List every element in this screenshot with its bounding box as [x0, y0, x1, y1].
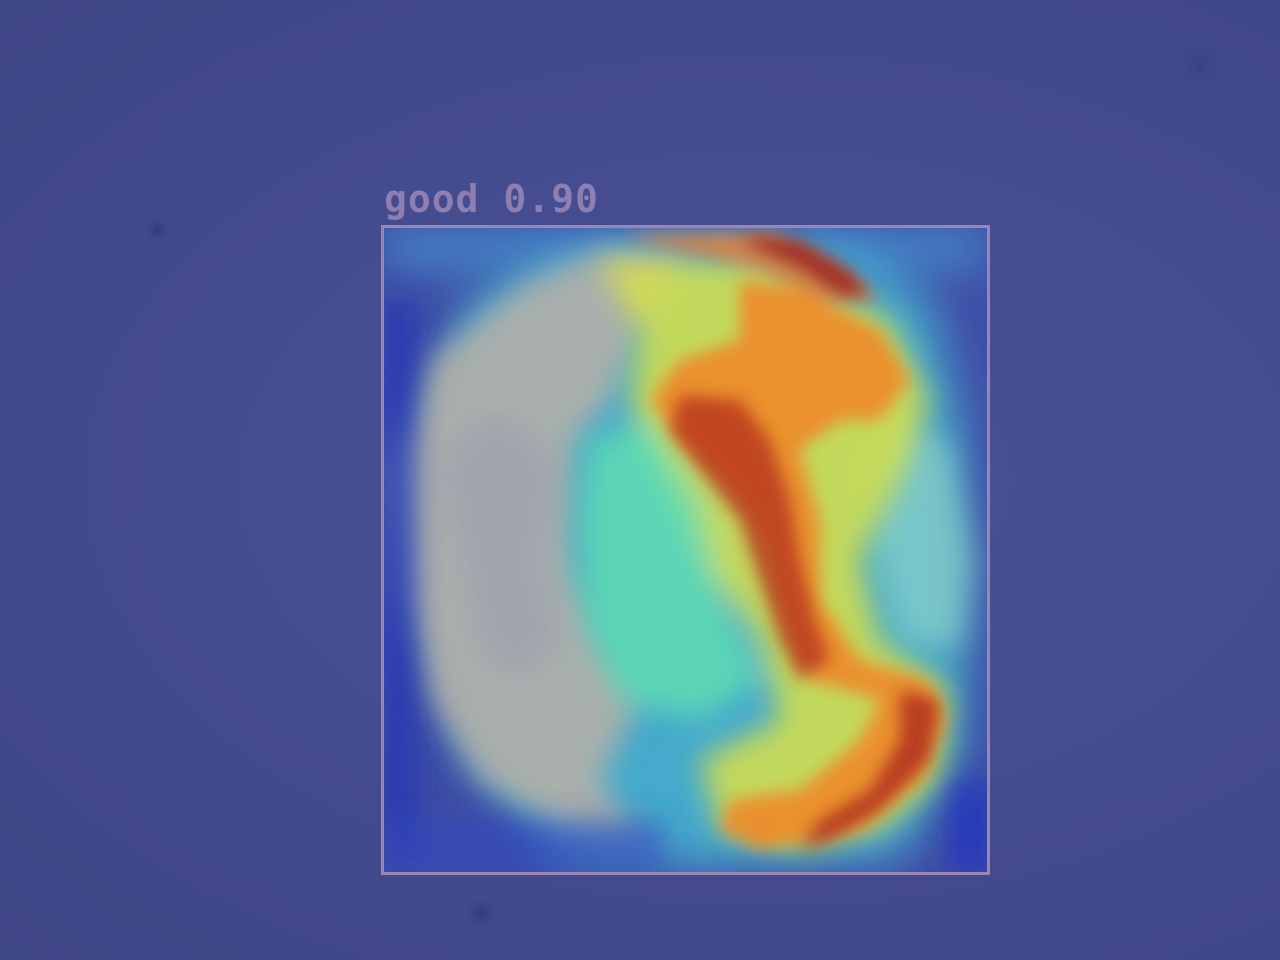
crystal-body — [395, 250, 975, 840]
detection-bounding-box — [381, 225, 990, 875]
confidence-score: 0.90 — [503, 177, 599, 221]
dust-speck — [141, 214, 173, 246]
heatmap-blue-edges — [384, 300, 987, 872]
dust-speck — [1170, 36, 1230, 96]
class-label: good — [384, 177, 480, 221]
detection-label: good 0.90 — [384, 180, 599, 218]
dust-speck — [462, 893, 502, 933]
heatmap-red-layer — [670, 236, 940, 850]
